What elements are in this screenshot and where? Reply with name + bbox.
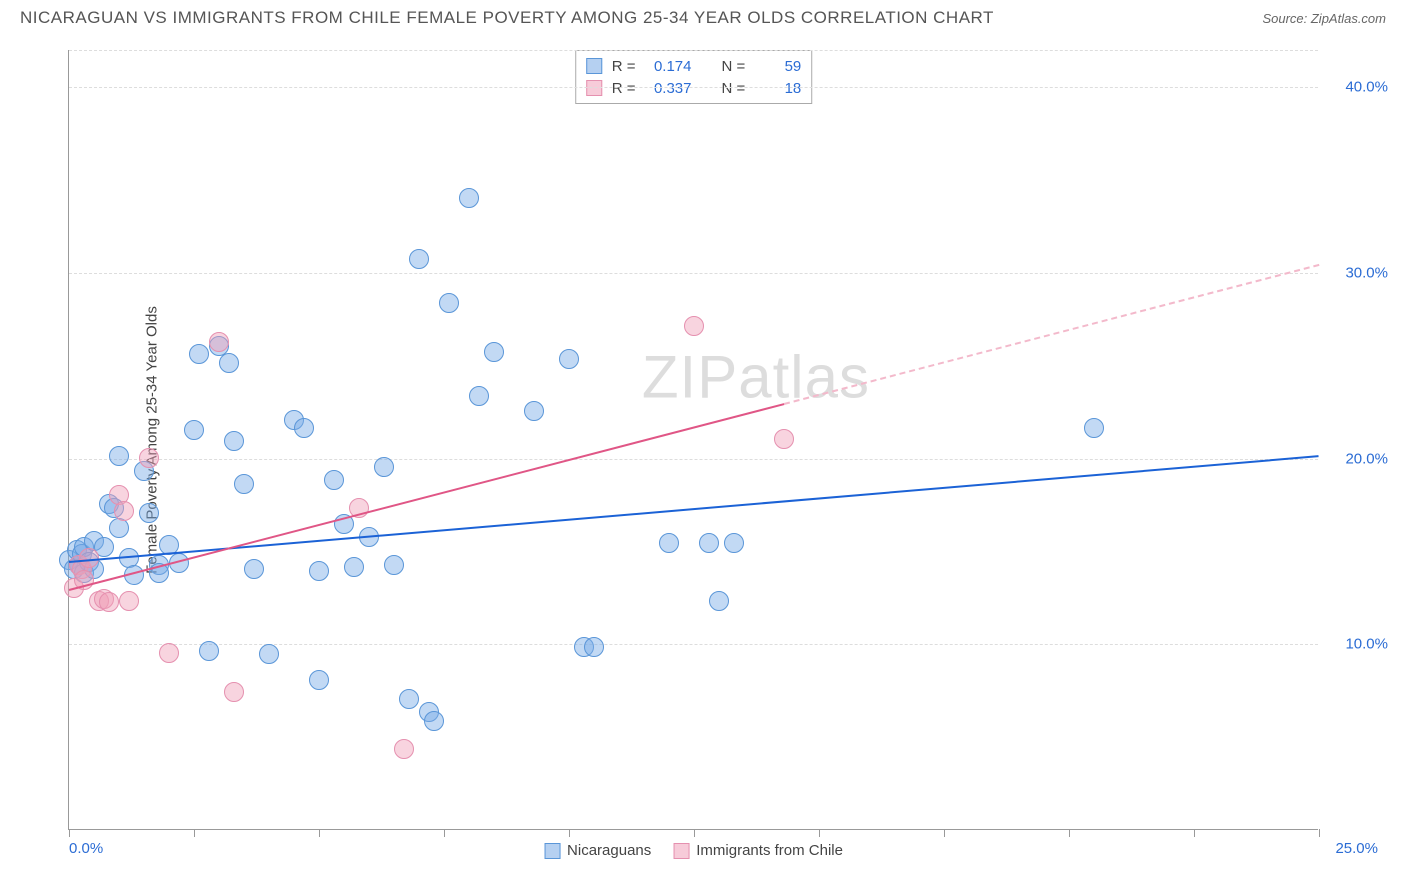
scatter-point [559,349,579,369]
scatter-point [99,592,119,612]
scatter-point [139,503,159,523]
scatter-point [199,641,219,661]
gridline [69,459,1318,460]
x-tick [694,829,695,837]
y-tick-label: 10.0% [1345,636,1388,653]
trend-line [784,264,1319,405]
y-tick-label: 40.0% [1345,79,1388,96]
scatter-point [394,739,414,759]
scatter-point [459,188,479,208]
x-tick [1194,829,1195,837]
scatter-point [189,344,209,364]
chart-title: NICARAGUAN VS IMMIGRANTS FROM CHILE FEMA… [20,8,994,28]
stats-box: R = 0.174 N = 59 R = 0.337 N = 18 [575,50,813,104]
scatter-point [159,643,179,663]
legend-item-1: Nicaraguans [544,842,651,859]
scatter-point [584,637,604,657]
x-tick [69,829,70,837]
x-tick [944,829,945,837]
scatter-point [119,591,139,611]
scatter-point [409,249,429,269]
x-tick [1319,829,1320,837]
y-tick-label: 30.0% [1345,264,1388,281]
x-tick [1069,829,1070,837]
scatter-point [259,644,279,664]
scatter-point [244,559,264,579]
scatter-point [114,501,134,521]
scatter-point [684,316,704,336]
scatter-point [209,332,229,352]
scatter-point [374,457,394,477]
swatch-series-2 [673,843,689,859]
scatter-point [399,689,419,709]
scatter-point [184,420,204,440]
trend-line [69,455,1319,563]
gridline [69,87,1318,88]
scatter-point [774,429,794,449]
scatter-point [324,470,344,490]
chart-container: Female Poverty Among 25-34 Year Olds ZIP… [50,50,1390,830]
scatter-point [219,353,239,373]
scatter-point [294,418,314,438]
x-axis-min-label: 0.0% [69,840,103,857]
stats-row-series-1: R = 0.174 N = 59 [586,55,802,77]
scatter-point [439,293,459,313]
scatter-point [709,591,729,611]
chart-header: NICARAGUAN VS IMMIGRANTS FROM CHILE FEMA… [0,0,1406,32]
scatter-point [109,446,129,466]
x-tick [194,829,195,837]
scatter-point [234,474,254,494]
x-tick [319,829,320,837]
scatter-point [384,555,404,575]
scatter-point [139,448,159,468]
scatter-point [1084,418,1104,438]
footer-legend: Nicaraguans Immigrants from Chile [544,842,843,859]
scatter-point [659,533,679,553]
watermark: ZIPatlas [642,343,870,412]
trend-line [69,403,784,591]
scatter-point [224,431,244,451]
y-tick-label: 20.0% [1345,450,1388,467]
scatter-point [224,682,244,702]
scatter-point [724,533,744,553]
scatter-point [309,561,329,581]
scatter-point [344,557,364,577]
x-tick [819,829,820,837]
scatter-point [699,533,719,553]
gridline [69,50,1318,51]
x-tick [444,829,445,837]
scatter-point [469,386,489,406]
scatter-point [309,670,329,690]
scatter-plot-area: ZIPatlas R = 0.174 N = 59 R = 0.337 N = … [68,50,1318,830]
gridline [69,644,1318,645]
swatch-series-1 [586,58,602,74]
gridline [69,273,1318,274]
legend-item-2: Immigrants from Chile [673,842,843,859]
scatter-point [424,711,444,731]
x-axis-max-label: 25.0% [1335,840,1378,857]
chart-source: Source: ZipAtlas.com [1262,11,1386,26]
swatch-series-1 [544,843,560,859]
x-tick [569,829,570,837]
scatter-point [524,401,544,421]
scatter-point [484,342,504,362]
